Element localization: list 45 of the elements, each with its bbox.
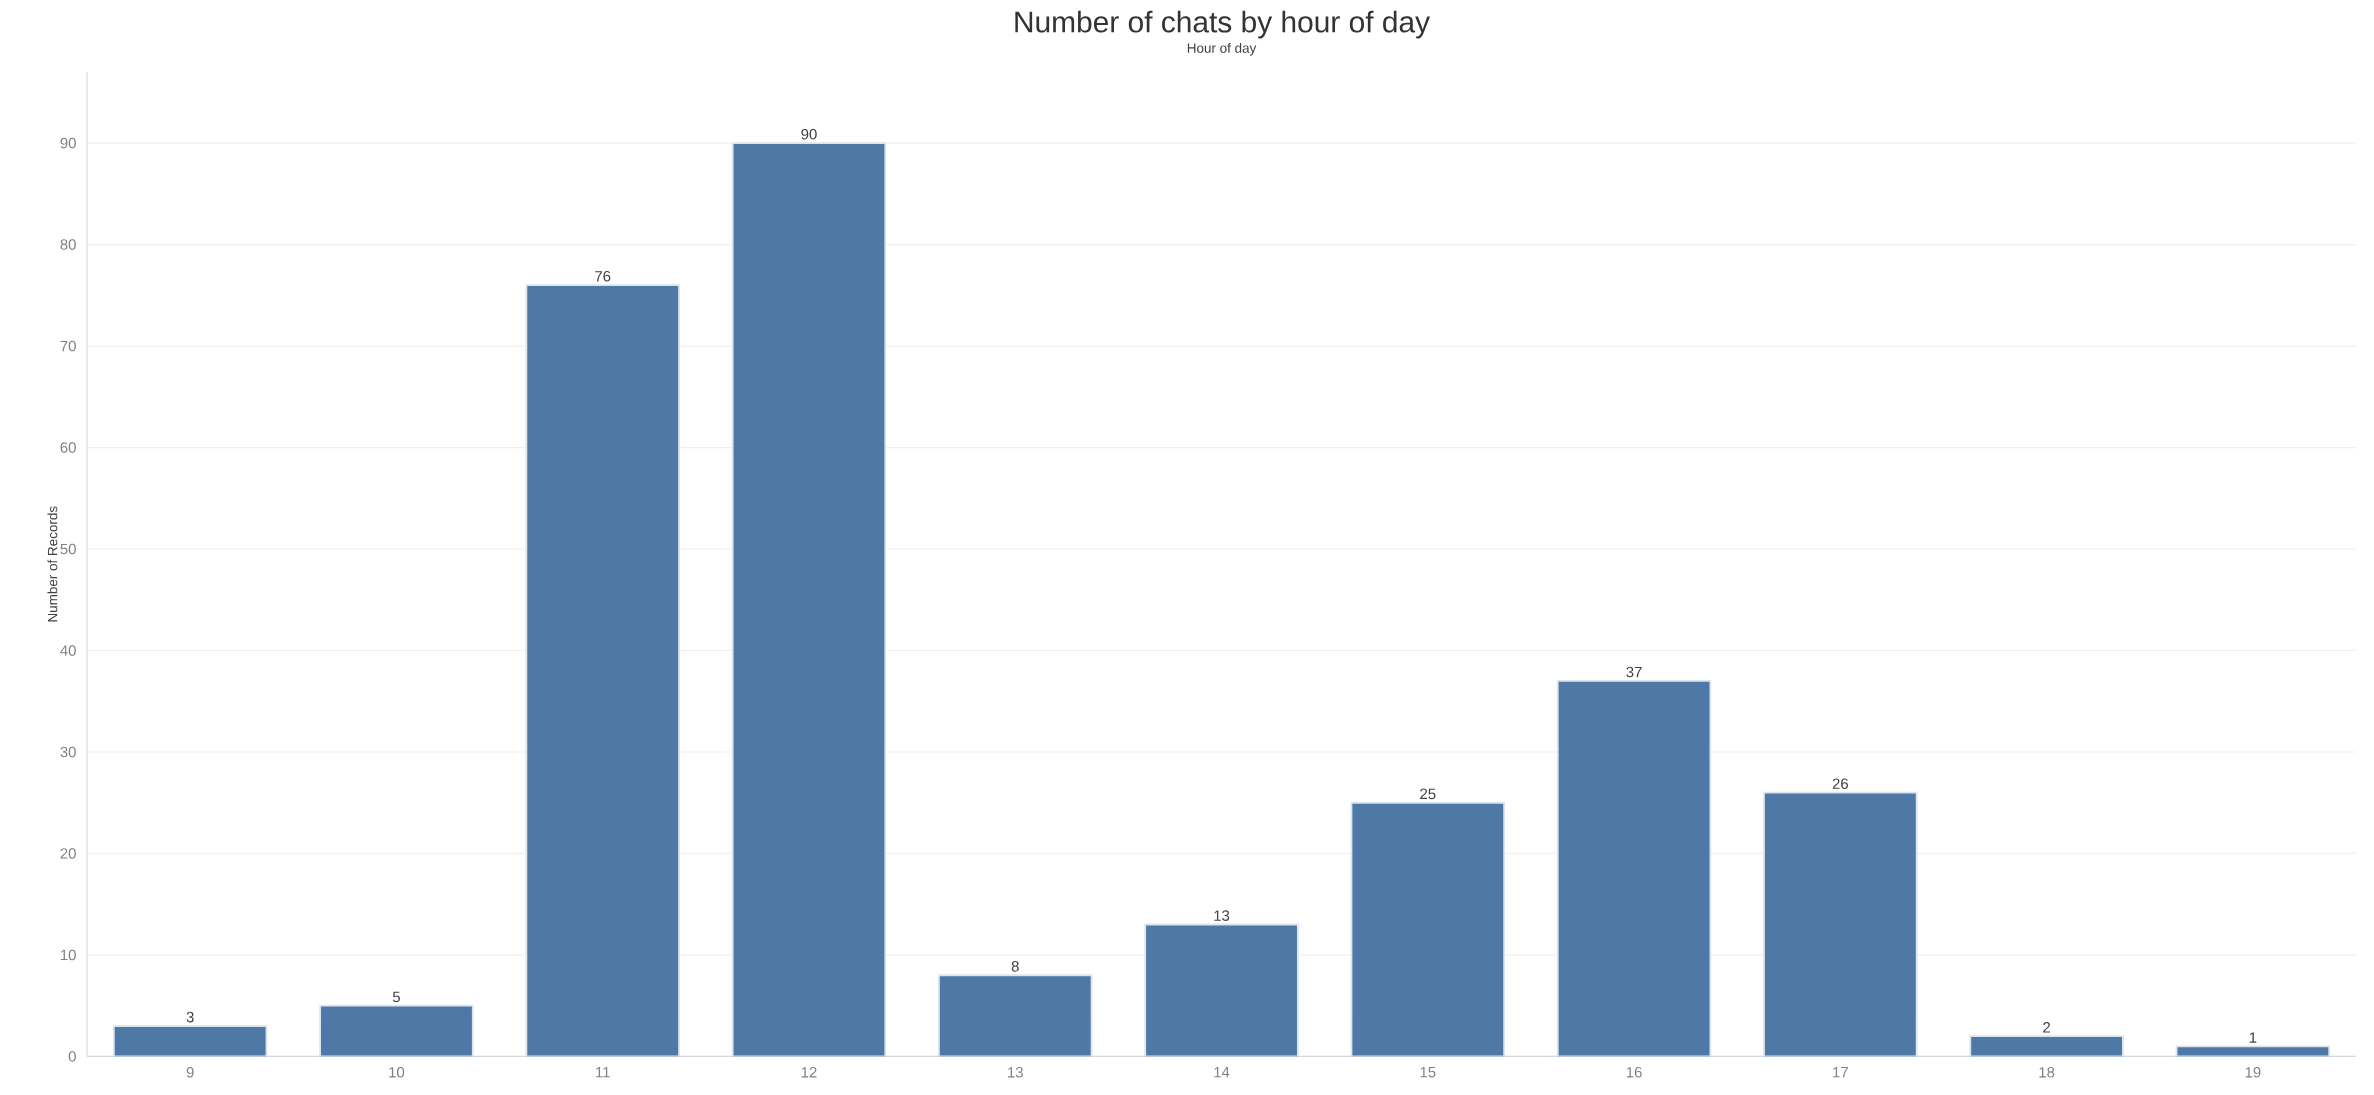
y-tick-label: 90 [60,137,76,149]
y-axis-title: Number of Records [47,506,58,622]
y-tick-label: 50 [60,543,76,555]
y-tick-label: 80 [60,239,76,250]
x-tick-label: 11 [596,1066,610,1078]
x-tick-label: 17 [1833,1066,1848,1078]
data-label: 37 [1626,666,1642,678]
data-label: 25 [1420,788,1436,799]
bar [938,974,1093,1057]
data-label: 13 [1214,910,1230,921]
x-axis-title: Hour of day [1187,42,1257,56]
x-tick-label: 14 [1214,1066,1230,1078]
data-label: 26 [1832,778,1848,789]
x-tick-label: 10 [389,1066,405,1078]
x-tick-label: 16 [1626,1066,1642,1078]
bar [525,284,680,1057]
x-tick-label: 19 [2245,1066,2261,1078]
x-tick-label: 12 [801,1066,817,1078]
y-tick-label: 70 [60,340,76,352]
bar [112,1024,268,1057]
y-tick-label: 40 [60,644,76,656]
chart-title: Number of chats by hour of day [1015,10,1430,39]
data-label: 5 [392,991,400,1002]
bar [1763,791,1918,1057]
bar [1556,679,1712,1057]
data-label: 76 [595,270,611,282]
x-tick-label: 18 [2039,1066,2055,1078]
bar [731,141,887,1057]
x-tick-label: 13 [1008,1066,1023,1078]
x-tick-label: 15 [1420,1066,1436,1078]
data-label: 2 [2043,1021,2050,1033]
bar [319,1004,474,1057]
x-tick-label: 9 [186,1066,194,1078]
data-label: 90 [801,128,817,140]
bar [1969,1035,2124,1057]
bar [1144,923,1299,1057]
data-label: 1 [2249,1032,2257,1043]
y-tick-label: 10 [60,949,76,961]
data-label: 8 [1011,960,1019,972]
data-label: 3 [186,1011,194,1023]
bar [1350,801,1506,1057]
y-tick-label: 20 [60,847,76,859]
y-tick-label: 0 [68,1050,76,1062]
y-tick-label: 30 [60,746,76,758]
y-tick-label: 60 [60,442,76,453]
